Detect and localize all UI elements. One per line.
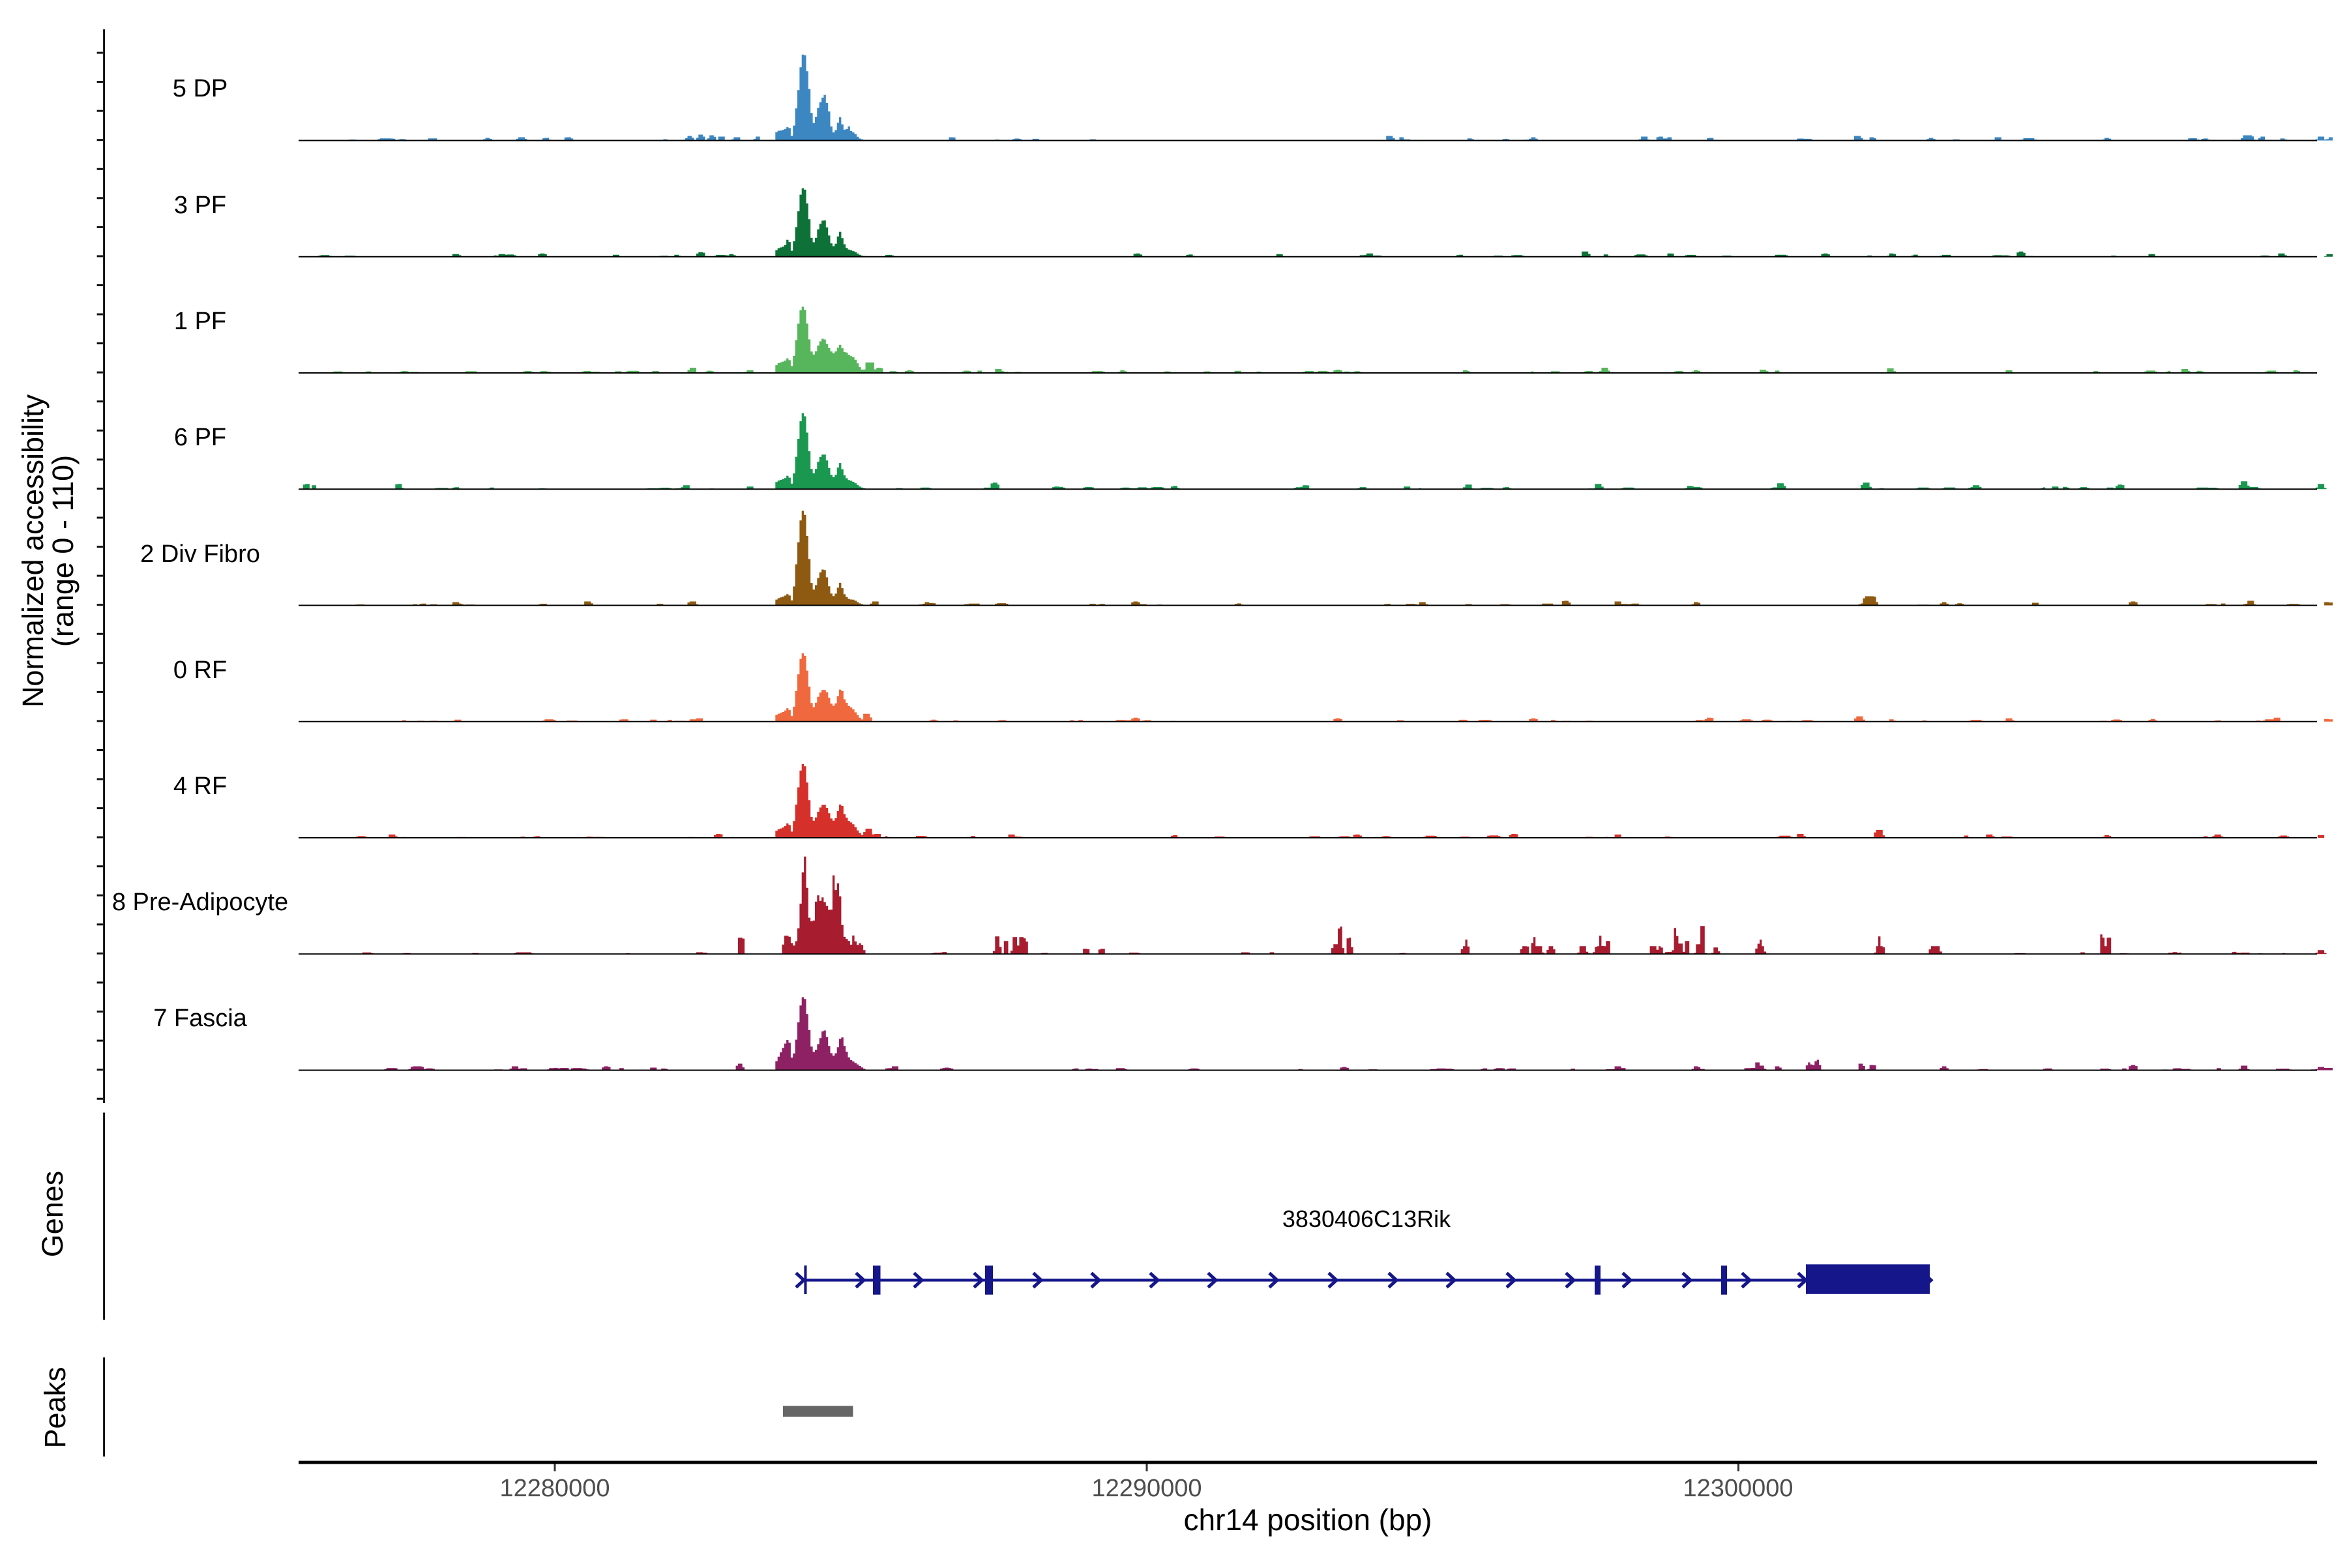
svg-text:3 PF: 3 PF xyxy=(174,192,226,219)
svg-text:5 DP: 5 DP xyxy=(173,75,228,102)
svg-text:8 Pre-Adipocyte: 8 Pre-Adipocyte xyxy=(112,889,288,916)
svg-text:chr14 position (bp): chr14 position (bp) xyxy=(1184,1503,1432,1537)
svg-text:0 RF: 0 RF xyxy=(173,657,227,684)
svg-text:Normalized accessibility: Normalized accessibility xyxy=(16,394,50,707)
svg-text:12300000: 12300000 xyxy=(1683,1475,1793,1502)
svg-text:7 Fascia: 7 Fascia xyxy=(153,1005,247,1032)
svg-text:12290000: 12290000 xyxy=(1091,1475,1202,1502)
svg-text:1 PF: 1 PF xyxy=(174,308,226,335)
svg-text:6 PF: 6 PF xyxy=(174,424,226,451)
svg-text:4 RF: 4 RF xyxy=(173,773,227,800)
svg-text:Genes: Genes xyxy=(36,1171,69,1258)
svg-text:12280000: 12280000 xyxy=(499,1475,610,1502)
svg-text:(range 0 - 110): (range 0 - 110) xyxy=(46,455,80,647)
svg-text:3830406C13Rik: 3830406C13Rik xyxy=(1282,1206,1451,1232)
svg-text:Peaks: Peaks xyxy=(38,1367,72,1448)
svg-text:2 Div Fibro: 2 Div Fibro xyxy=(140,540,260,568)
